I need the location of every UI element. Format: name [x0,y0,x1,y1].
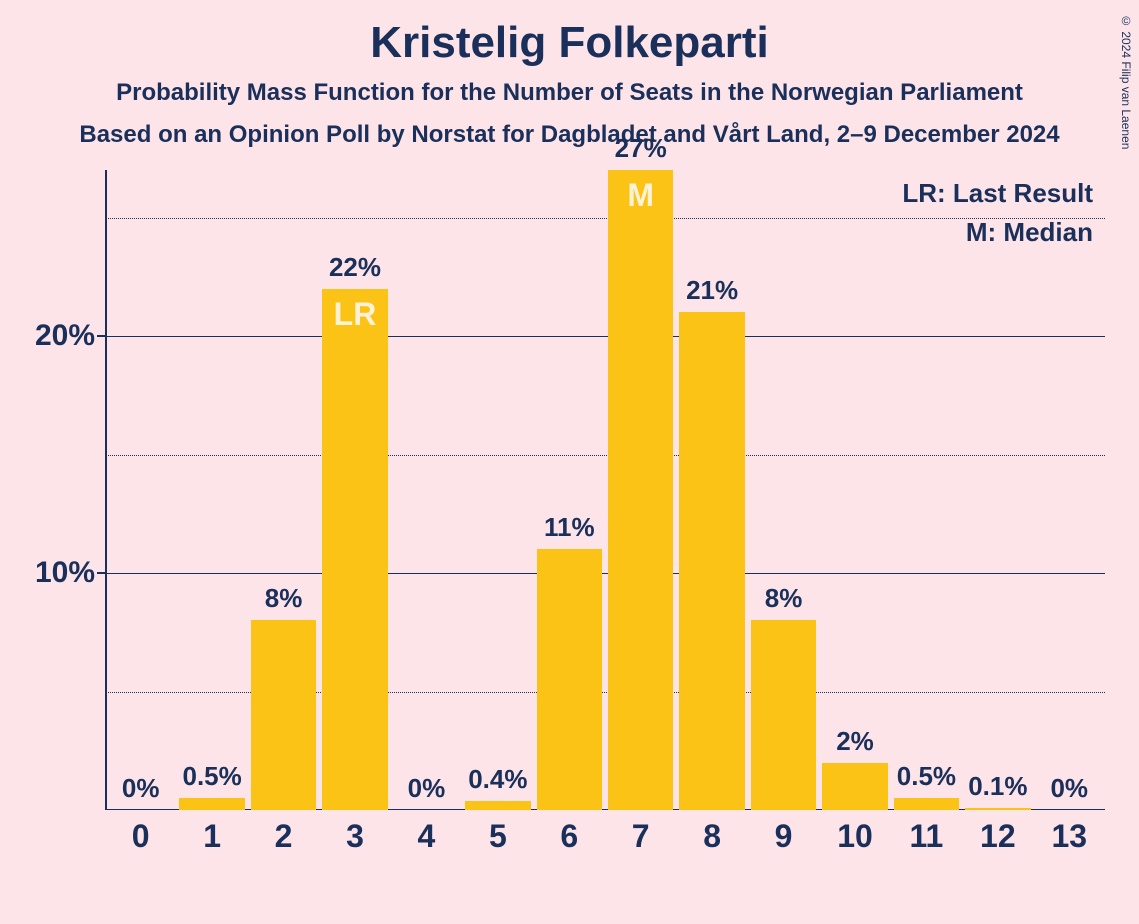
x-tick-label: 6 [560,818,578,855]
y-tick-label: 10% [5,556,95,590]
bar-value-label: 27% [615,133,667,164]
bar [894,798,959,810]
bar-annotation: M [627,177,654,214]
bar [322,289,387,810]
bar [608,170,673,810]
bar-value-label: 0% [122,773,160,804]
x-tick-label: 4 [418,818,436,855]
bar [751,620,816,810]
bar-annotation: LR [334,296,377,333]
legend-lr: LR: Last Result [902,174,1093,213]
x-tick-label: 0 [132,818,150,855]
bar-value-label: 21% [686,275,738,306]
chart-subtitle-1: Probability Mass Function for the Number… [0,76,1139,110]
x-tick-label: 5 [489,818,507,855]
bar-value-label: 8% [765,583,803,614]
bar-value-label: 0.4% [468,764,527,795]
legend-m: M: Median [902,213,1093,252]
x-tick-label: 9 [775,818,793,855]
bar-value-label: 11% [544,512,595,543]
x-tick-label: 2 [275,818,293,855]
x-tick-label: 13 [1051,818,1087,855]
bar-value-label: 2% [836,726,874,757]
x-tick-label: 1 [203,818,221,855]
chart-subtitle-2: Based on an Opinion Poll by Norstat for … [0,118,1139,152]
bar [965,808,1030,810]
bar-value-label: 0.5% [897,761,956,792]
bar [251,620,316,810]
bar-value-label: 0% [408,773,446,804]
bar [465,801,530,810]
x-tick-label: 8 [703,818,721,855]
x-tick-label: 10 [837,818,873,855]
bar-value-label: 0% [1050,773,1088,804]
copyright-text: © 2024 Filip van Laenen [1119,14,1133,149]
chart-plot-area: 10%20% 0%0.5%8%LR22%0%0.4%11%M27%21%8%2%… [105,170,1105,810]
x-tick-label: 12 [980,818,1016,855]
bar-value-label: 22% [329,252,381,283]
bar [179,798,244,810]
bar-value-label: 8% [265,583,303,614]
bar [537,549,602,810]
x-tick-label: 11 [910,818,944,855]
chart-title: Kristelig Folkeparti [0,0,1139,68]
bar-value-label: 0.1% [968,771,1027,802]
x-tick-label: 3 [346,818,364,855]
bar-value-label: 0.5% [182,761,241,792]
x-tick-label: 7 [632,818,650,855]
bars-container: 0%0.5%8%LR22%0%0.4%11%M27%21%8%2%0.5%0.1… [105,170,1105,810]
bar [679,312,744,810]
chart-legend: LR: Last Result M: Median [902,174,1093,252]
y-tick-label: 20% [5,319,95,353]
y-tick-mark [97,572,105,574]
y-tick-mark [97,335,105,337]
bar [822,763,887,810]
